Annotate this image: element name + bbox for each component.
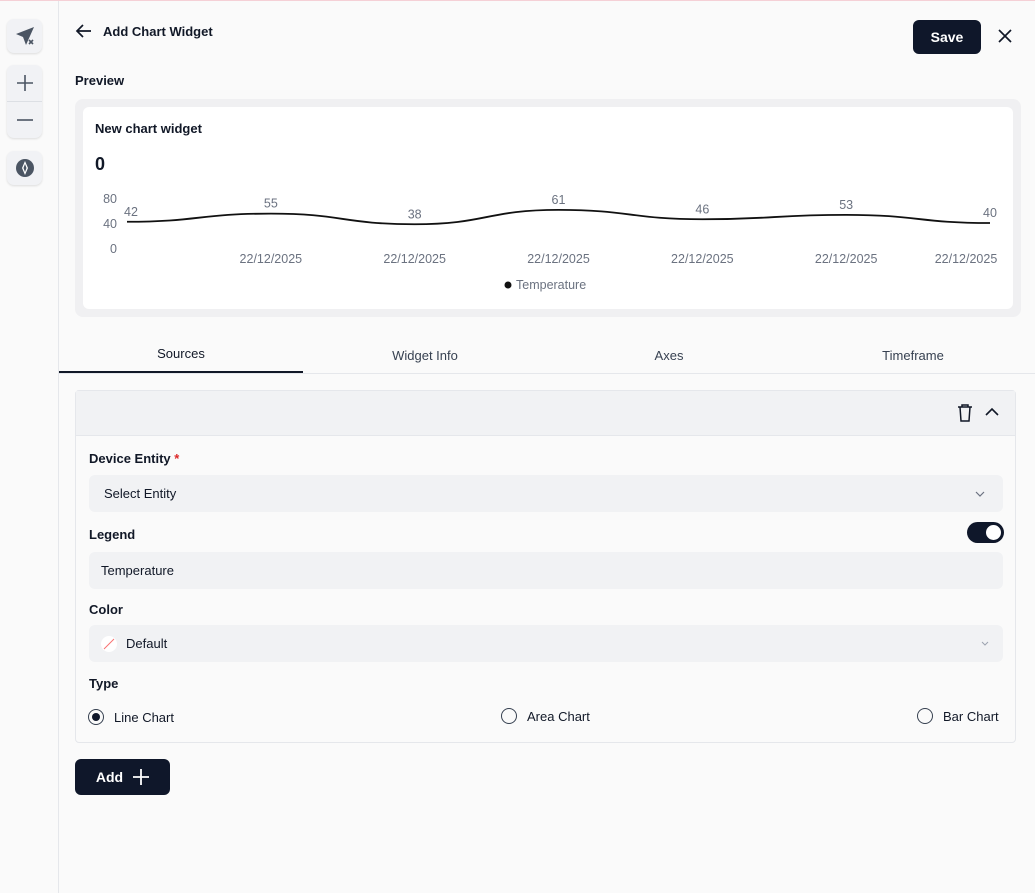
legend-toggle[interactable]	[967, 522, 1004, 543]
minus-icon	[16, 118, 33, 121]
data-label: 38	[408, 207, 422, 221]
plus-icon	[16, 75, 33, 91]
zoom-out-button[interactable]	[7, 102, 42, 138]
color-select[interactable]: Default	[89, 625, 1003, 662]
chevron-down-icon	[981, 641, 989, 646]
add-label: Add	[95, 769, 124, 785]
color-value: Default	[126, 636, 168, 651]
zoom-controls	[7, 65, 42, 138]
y-tick-label: 40	[103, 217, 117, 231]
legend-input[interactable]: Temperature	[89, 552, 1003, 589]
x-tick-label: 22/12/2025	[527, 252, 590, 266]
radio-empty-icon	[917, 708, 933, 724]
chevron-up-icon[interactable]	[985, 407, 999, 417]
data-label: 40	[983, 206, 997, 220]
radio-line-chart[interactable]: Line Chart	[88, 709, 174, 725]
add-source-button[interactable]: Add	[75, 759, 170, 795]
tab-axes[interactable]: Axes	[654, 348, 684, 363]
zoom-in-button[interactable]	[7, 66, 42, 102]
save-button[interactable]: Save	[913, 20, 981, 54]
y-tick-label: 0	[110, 242, 117, 256]
x-tick-label: 22/12/2025	[383, 252, 446, 266]
data-label: 46	[695, 202, 709, 216]
data-label: 55	[264, 197, 278, 211]
chart-widget-preview: New chart widget 0 80 40 0 42 55 38 61 46 53 40 22…	[83, 107, 1013, 309]
close-icon[interactable]	[995, 26, 1015, 46]
x-tick-label: 22/12/2025	[935, 252, 998, 266]
y-tick-label: 80	[103, 192, 117, 206]
compass-icon	[15, 159, 34, 177]
source-card: Device Entity * Select Entity Legend Tem…	[75, 390, 1016, 743]
source-card-header	[76, 391, 1015, 436]
device-entity-label: Device Entity *	[89, 451, 180, 466]
plus-icon	[133, 769, 150, 785]
line-chart: 80 40 0 42 55 38 61 46 53 40 22/12/2025 22/12/2025 2…	[103, 192, 998, 292]
device-entity-select[interactable]: Select Entity	[89, 475, 1003, 512]
radio-label: Bar Chart	[943, 708, 999, 724]
tab-widget-info[interactable]: Widget Info	[392, 348, 458, 363]
compass-button[interactable]	[7, 151, 42, 185]
send-off-button[interactable]	[7, 19, 42, 53]
x-tick-label: 22/12/2025	[671, 252, 734, 266]
legend-label: Legend	[89, 527, 136, 542]
x-tick-label: 22/12/2025	[815, 252, 878, 266]
radio-selected-icon	[88, 709, 104, 725]
send-off-icon	[15, 27, 34, 45]
radio-label: Line Chart	[114, 709, 174, 725]
chevron-down-icon	[975, 491, 985, 497]
data-label: 42	[124, 205, 138, 219]
tab-timeframe[interactable]: Timeframe	[882, 348, 944, 363]
widget-value: 0	[95, 154, 106, 174]
widget-title: New chart widget	[95, 121, 202, 136]
tool-rail	[0, 1, 59, 893]
page-title: Add Chart Widget	[103, 23, 213, 39]
page-header: Add Chart Widget	[75, 23, 213, 39]
radio-label: Area Chart	[527, 708, 590, 724]
tab-bar: Sources Widget Info Axes Timeframe	[59, 338, 1035, 374]
legend-label-temperature: Temperature	[516, 278, 586, 292]
preview-label: Preview	[75, 73, 125, 88]
no-color-swatch-icon	[101, 635, 117, 652]
trash-icon[interactable]	[957, 404, 973, 422]
back-arrow-icon[interactable]	[75, 23, 93, 39]
data-label: 61	[552, 193, 566, 207]
data-label: 53	[839, 198, 853, 212]
device-entity-placeholder: Select Entity	[104, 486, 177, 501]
preview-panel: New chart widget 0 80 40 0 42 55 38 61 46 53 40 22…	[75, 99, 1021, 317]
radio-area-chart[interactable]: Area Chart	[501, 708, 590, 724]
series-line-temperature	[126, 208, 991, 226]
x-tick-label: 22/12/2025	[240, 252, 303, 266]
color-label: Color	[89, 602, 123, 617]
tab-sources[interactable]: Sources	[59, 338, 303, 373]
type-label: Type	[89, 676, 119, 691]
legend-dot	[504, 281, 512, 289]
radio-empty-icon	[501, 708, 517, 724]
radio-bar-chart[interactable]: Bar Chart	[917, 708, 999, 724]
